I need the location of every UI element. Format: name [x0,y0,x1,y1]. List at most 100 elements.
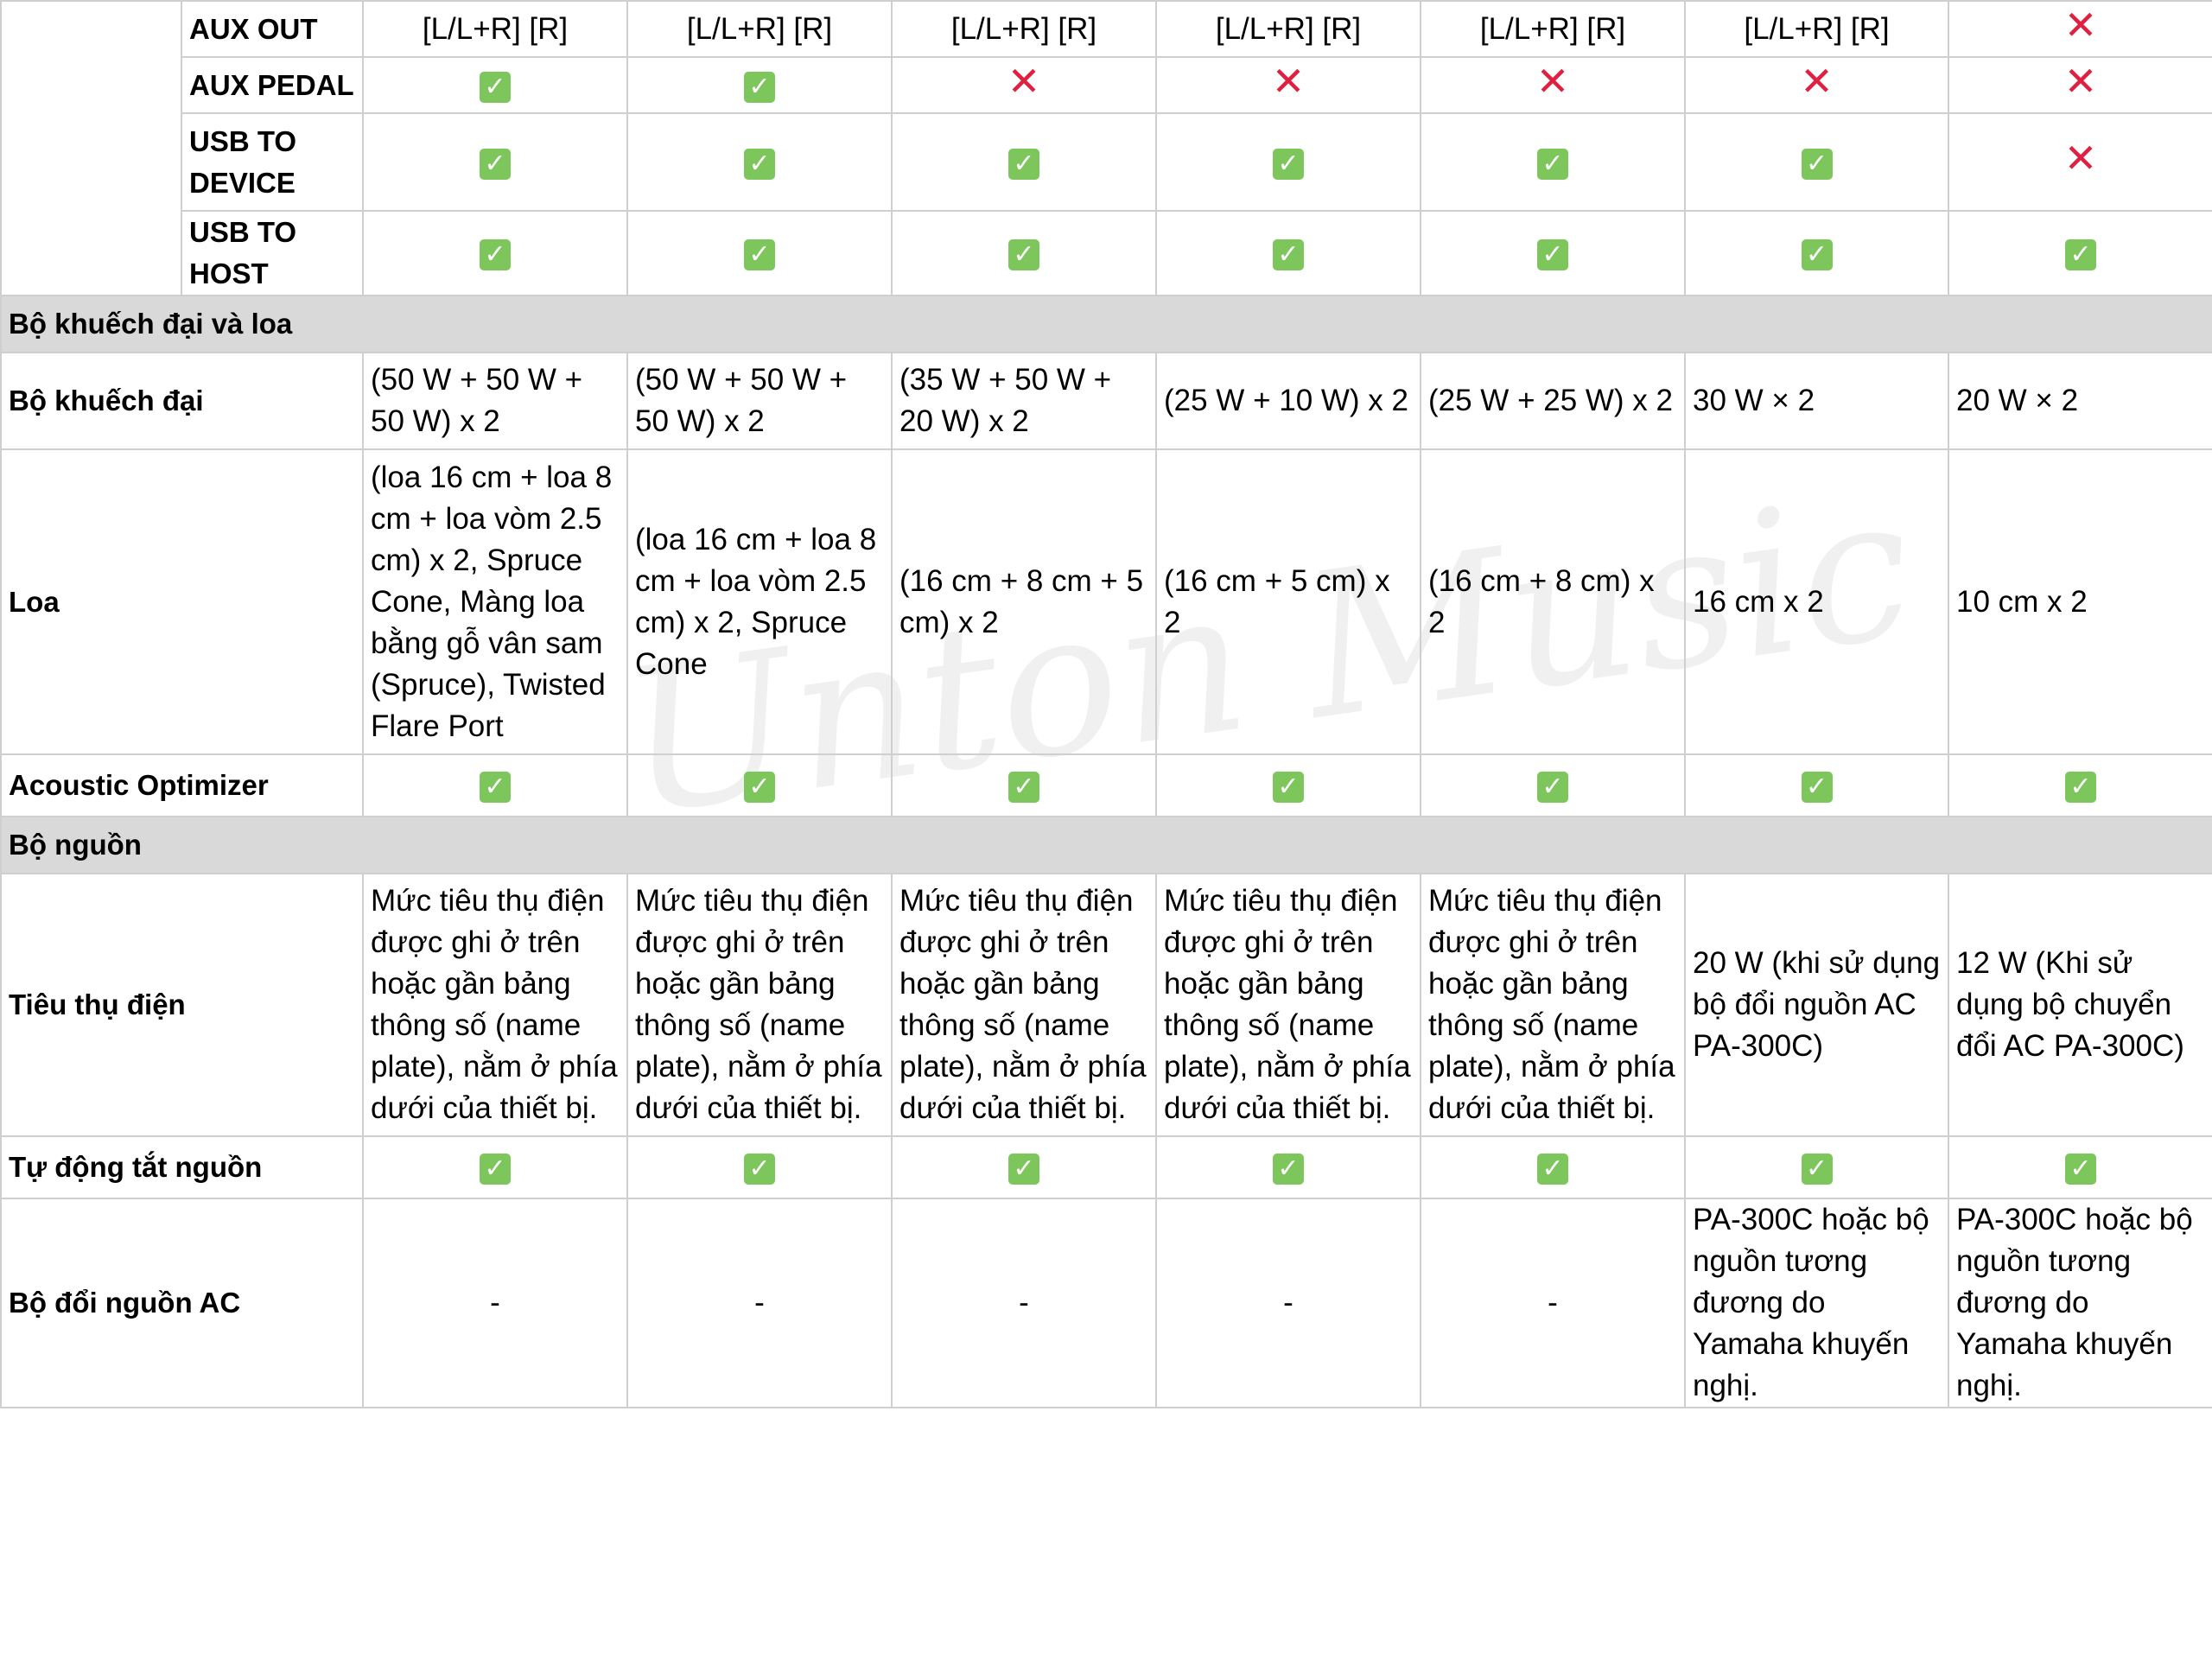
checkmark-icon: ✓ [744,772,775,803]
value-cell: [L/L+R] [R] [1684,0,1949,58]
checkmark-icon: ✓ [1008,1154,1039,1185]
value-cell: (50 W + 50 W + 50 W) x 2 [626,352,893,450]
mark-cell: ✕ [1155,56,1421,114]
section-amp-speaker: Bộ khuếch đại và loa [0,295,2212,353]
value-cell: - [891,1198,1157,1408]
mark-cell: ✓ [362,1135,628,1199]
checkmark-icon: ✓ [1801,239,1833,270]
checkmark-icon: ✓ [1801,148,1833,180]
row-acoustic-optimizer: Acoustic Optimizer ✓ ✓ ✓ ✓ ✓ ✓ ✓ [0,753,2212,817]
checkmark-icon: ✓ [480,239,511,270]
value-cell: 16 cm x 2 [1684,448,1949,755]
mark-cell: ✓ [1684,210,1949,296]
mark-cell: ✓ [1684,753,1949,817]
row-aux-pedal: AUX PEDAL ✓ ✓ ✕ ✕ ✕ ✕ ✕ [1,56,2212,114]
mark-cell: ✓ [626,56,893,114]
mark-cell: ✓ [1155,210,1421,296]
mark-cell: ✕ [1948,56,2212,114]
checkmark-icon: ✓ [1537,239,1568,270]
mark-cell: ✕ [1948,112,2212,212]
mark-cell: ✓ [626,210,893,296]
value-cell: 30 W × 2 [1684,352,1949,450]
mark-cell: ✓ [626,753,893,817]
mark-cell: ✓ [626,112,893,212]
mark-cell: ✓ [1155,1135,1421,1199]
value-cell: [L/L+R] [R] [891,0,1157,58]
value-cell: 12 W (Khi sử dụng bộ chuyển đổi AC PA-30… [1948,873,2212,1137]
row-label: Bộ khuếch đại [0,352,364,450]
blank-group-cell [0,0,182,296]
value-cell: (16 cm + 5 cm) x 2 [1155,448,1421,755]
value-cell: [L/L+R] [R] [1155,0,1421,58]
mark-cell: ✕ [891,56,1157,114]
cross-icon: ✕ [2063,135,2098,181]
mark-cell: ✓ [891,753,1157,817]
checkmark-icon: ✓ [1537,148,1568,180]
row-speakers: Loa (loa 16 cm + loa 8 cm + loa vòm 2.5 … [0,448,2212,755]
checkmark-icon: ✓ [1537,1154,1568,1185]
mark-cell: ✓ [1948,1135,2212,1199]
value-cell: - [1155,1198,1421,1408]
value-cell: PA-300C hoặc bộ nguồn tương đương do Yam… [1684,1198,1949,1408]
mark-cell: ✕ [1684,56,1949,114]
checkmark-icon: ✓ [1273,148,1304,180]
mark-cell: ✓ [1420,1135,1686,1199]
checkmark-icon: ✓ [1801,772,1833,803]
mark-cell: ✓ [1948,210,2212,296]
spec-table: AUX OUT [L/L+R] [R] [L/L+R] [R] [L/L+R] … [0,0,2212,1408]
checkmark-icon: ✓ [744,71,775,103]
mark-cell: ✓ [362,56,628,114]
value-cell: - [1420,1198,1686,1408]
row-label: Loa [0,448,364,755]
mark-cell: ✓ [362,753,628,817]
mark-cell: ✓ [891,1135,1157,1199]
value-cell: (50 W + 50 W + 50 W) x 2 [362,352,628,450]
row-ac-adapter: Bộ đổi nguồn AC - - - - - PA-300C hoặc b… [0,1198,2212,1408]
mark-cell: ✓ [1155,112,1421,212]
mark-cell: ✕ [1420,56,1686,114]
value-cell: [L/L+R] [R] [1420,0,1686,58]
mark-cell: ✓ [626,1135,893,1199]
mark-cell: ✓ [1420,210,1686,296]
mark-cell: ✓ [362,210,628,296]
checkmark-icon: ✓ [480,148,511,180]
row-usb-to-host: USB TO HOST ✓ ✓ ✓ ✓ ✓ ✓ ✓ [1,210,2212,296]
value-cell: Mức tiêu thụ điện được ghi ở trên hoặc g… [626,873,893,1137]
value-cell: [L/L+R] [R] [626,0,893,58]
mark-cell: ✓ [891,210,1157,296]
mark-cell: ✓ [1684,112,1949,212]
cross-icon: ✕ [2063,58,2098,105]
row-label: Tiêu thụ điện [0,873,364,1137]
mark-cell: ✓ [1420,753,1686,817]
checkmark-icon: ✓ [744,239,775,270]
value-cell: (loa 16 cm + loa 8 cm + loa vòm 2.5 cm) … [626,448,893,755]
row-power-consumption: Tiêu thụ điện Mức tiêu thụ điện được ghi… [0,873,2212,1137]
checkmark-icon: ✓ [2065,239,2096,270]
value-cell: (loa 16 cm + loa 8 cm + loa vòm 2.5 cm) … [362,448,628,755]
value-cell: (35 W + 50 W + 20 W) x 2 [891,352,1157,450]
checkmark-icon: ✓ [1008,772,1039,803]
value-cell: Mức tiêu thụ điện được ghi ở trên hoặc g… [362,873,628,1137]
mark-cell: ✓ [362,112,628,212]
value-cell: - [362,1198,628,1408]
cross-icon: ✕ [1271,58,1306,105]
row-label: USB TO HOST [181,210,364,296]
checkmark-icon: ✓ [2065,772,2096,803]
value-cell: Mức tiêu thụ điện được ghi ở trên hoặc g… [891,873,1157,1137]
row-label: Acoustic Optimizer [0,753,364,817]
cross-icon: ✕ [1007,58,1041,105]
mark-cell: ✓ [1420,112,1686,212]
checkmark-icon: ✓ [1008,148,1039,180]
checkmark-icon: ✓ [1273,772,1304,803]
mark-cell: ✓ [891,112,1157,212]
value-cell: 20 W (khi sử dụng bộ đổi nguồn AC PA-300… [1684,873,1949,1137]
row-label: Bộ đổi nguồn AC [0,1198,364,1408]
checkmark-icon: ✓ [480,71,511,103]
value-cell: (16 cm + 8 cm) x 2 [1420,448,1686,755]
checkmark-icon: ✓ [744,1154,775,1185]
row-label: USB TO DEVICE [181,112,364,212]
value-cell: [L/L+R] [R] [362,0,628,58]
cross-icon: ✕ [1535,58,1570,105]
row-label-line1: USB TO [189,124,297,157]
row-auto-power-off: Tự động tắt nguồn ✓ ✓ ✓ ✓ ✓ ✓ ✓ [0,1135,2212,1199]
